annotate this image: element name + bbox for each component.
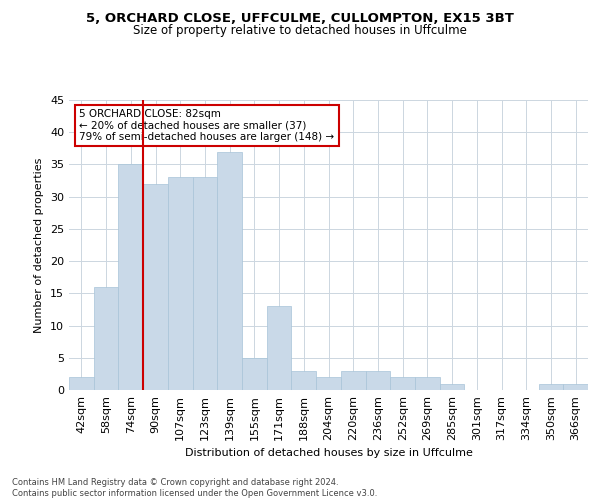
Text: 5, ORCHARD CLOSE, UFFCULME, CULLOMPTON, EX15 3BT: 5, ORCHARD CLOSE, UFFCULME, CULLOMPTON, … xyxy=(86,12,514,26)
Bar xyxy=(267,306,292,390)
Bar xyxy=(69,377,94,390)
Bar xyxy=(118,164,143,390)
Bar xyxy=(563,384,588,390)
Bar xyxy=(390,377,415,390)
Bar xyxy=(440,384,464,390)
Bar xyxy=(415,377,440,390)
Y-axis label: Number of detached properties: Number of detached properties xyxy=(34,158,44,332)
X-axis label: Distribution of detached houses by size in Uffculme: Distribution of detached houses by size … xyxy=(185,448,472,458)
Bar xyxy=(143,184,168,390)
Text: Size of property relative to detached houses in Uffculme: Size of property relative to detached ho… xyxy=(133,24,467,37)
Bar xyxy=(292,370,316,390)
Text: 5 ORCHARD CLOSE: 82sqm
← 20% of detached houses are smaller (37)
79% of semi-det: 5 ORCHARD CLOSE: 82sqm ← 20% of detached… xyxy=(79,108,335,142)
Text: Contains HM Land Registry data © Crown copyright and database right 2024.
Contai: Contains HM Land Registry data © Crown c… xyxy=(12,478,377,498)
Bar xyxy=(316,377,341,390)
Bar xyxy=(217,152,242,390)
Bar xyxy=(94,287,118,390)
Bar xyxy=(168,178,193,390)
Bar xyxy=(242,358,267,390)
Bar xyxy=(341,370,365,390)
Bar xyxy=(365,370,390,390)
Bar xyxy=(539,384,563,390)
Bar xyxy=(193,178,217,390)
